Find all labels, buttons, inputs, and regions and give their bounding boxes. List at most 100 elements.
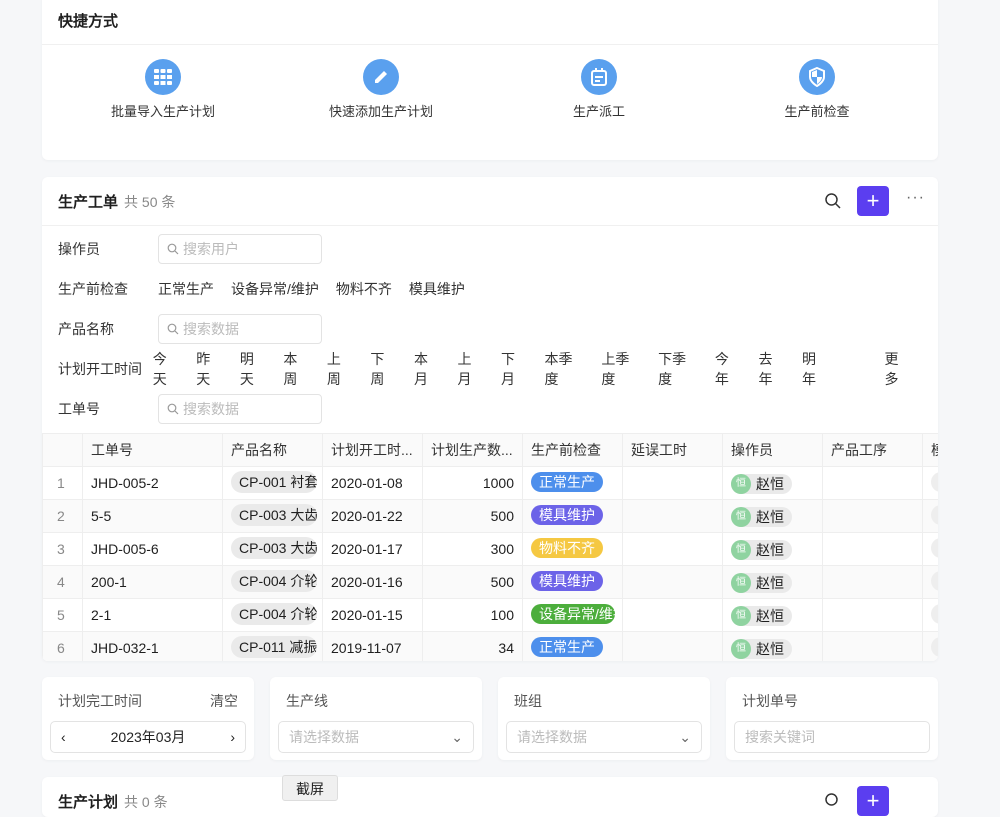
time-option[interactable]: 昨天 xyxy=(196,351,211,387)
production-line-select[interactable]: 请选择数据 ⌄ xyxy=(278,721,474,753)
column-header[interactable]: 计划生产数... xyxy=(422,433,523,467)
time-option[interactable]: 下季度 xyxy=(658,351,687,387)
product-search-input[interactable]: 搜索数据 xyxy=(158,314,322,344)
column-header[interactable]: 延误工时 xyxy=(622,433,723,467)
table-row[interactable]: 2 5-5 CP-003 大齿轮 2020-01-22 500 模具维护 恒赵恒 xyxy=(42,499,938,533)
column-header[interactable]: 生产前检查 xyxy=(522,433,623,467)
order-search-input[interactable]: 搜索数据 xyxy=(158,394,322,424)
operator-search-input[interactable]: 搜索用户 xyxy=(158,234,322,264)
time-option[interactable]: 去年 xyxy=(758,351,773,387)
search-icon xyxy=(167,323,179,335)
avatar: 恒 xyxy=(731,605,751,626)
plan-no-card: 计划单号 搜索关键词 xyxy=(726,677,938,760)
check-status-badge: 模具维护 xyxy=(531,570,603,591)
operator-cell: 恒赵恒 xyxy=(722,499,823,533)
product-cell: CP-004 介轮 xyxy=(222,565,323,599)
clear-button[interactable]: 清空 xyxy=(210,693,238,709)
operator-name: 赵恒 xyxy=(756,541,784,558)
more-icon[interactable]: ··· xyxy=(906,189,925,206)
operator-tag: 恒赵恒 xyxy=(731,506,792,527)
check-option[interactable]: 物料不齐 xyxy=(335,281,392,297)
filter-product: 产品名称 搜索数据 xyxy=(58,314,322,344)
quick-dispatch[interactable]: 生产派工 xyxy=(499,59,699,120)
time-option[interactable]: 本月 xyxy=(413,351,428,387)
time-option[interactable]: 下月 xyxy=(501,351,515,387)
time-option[interactable]: 上月 xyxy=(457,351,472,387)
process-cell xyxy=(822,466,923,500)
order-no: 200-1 xyxy=(82,565,223,599)
check-option[interactable]: 模具维护 xyxy=(408,281,465,297)
delay-hours xyxy=(622,565,723,599)
process-cell xyxy=(822,565,923,599)
time-option[interactable]: 下周 xyxy=(370,351,385,387)
table-row[interactable]: 3 JHD-005-6 CP-003 大齿轮 2020-01-17 300 物料… xyxy=(42,532,938,566)
operator-cell: 恒赵恒 xyxy=(722,598,823,632)
quick-add-plan[interactable]: 快速添加生产计划 xyxy=(281,59,481,120)
operator-cell: 恒赵恒 xyxy=(722,631,823,661)
column-header[interactable]: 产品工序 xyxy=(822,433,923,467)
tag-placeholder xyxy=(931,603,938,624)
check-option[interactable]: 设备异常/维护 xyxy=(231,281,319,297)
table-row[interactable]: 1 JHD-005-2 CP-001 衬套 2020-01-08 1000 正常… xyxy=(42,466,938,500)
order-no: JHD-005-2 xyxy=(82,466,223,500)
time-option[interactable]: 明年 xyxy=(801,351,816,387)
process-cell xyxy=(822,532,923,566)
check-cell: 模具维护 xyxy=(522,499,623,533)
operator-tag: 恒赵恒 xyxy=(731,605,792,626)
chevron-left-icon[interactable]: ‹ xyxy=(61,729,66,745)
plan-no-input[interactable]: 搜索关键词 xyxy=(734,721,930,753)
month-value: 2023年03月 xyxy=(110,729,186,745)
filter-label: 产品名称 xyxy=(58,321,114,337)
table-row[interactable]: 4 200-1 CP-004 介轮 2020-01-16 500 模具维护 恒赵… xyxy=(42,565,938,599)
time-option[interactable]: 明天 xyxy=(239,351,254,387)
search-icon[interactable] xyxy=(824,192,842,210)
team-select[interactable]: 请选择数据 ⌄ xyxy=(506,721,702,753)
finish-time-card: 计划完工时间 清空 ‹ 2023年03月 › xyxy=(42,677,254,760)
check-option[interactable]: 正常生产 xyxy=(158,281,214,297)
time-option[interactable]: 本周 xyxy=(283,351,298,387)
more-time-options[interactable]: 更多 xyxy=(884,351,899,387)
delay-hours xyxy=(622,499,723,533)
time-option[interactable]: 上周 xyxy=(326,351,341,387)
plan-no-label: 计划单号 xyxy=(742,693,798,709)
avatar: 恒 xyxy=(731,473,751,494)
plan-count: 共 0 条 xyxy=(124,794,168,810)
search-icon xyxy=(167,403,179,415)
time-option[interactable]: 今年 xyxy=(714,351,729,387)
column-header[interactable]: 工单号 xyxy=(82,433,223,467)
order-no: 2-1 xyxy=(82,598,223,632)
quick-import-plan[interactable]: 批量导入生产计划 xyxy=(63,59,263,120)
add-plan-button[interactable]: + xyxy=(857,786,889,816)
search-icon[interactable] xyxy=(824,792,842,810)
chevron-right-icon[interactable]: › xyxy=(230,729,235,745)
delay-hours xyxy=(622,466,723,500)
time-option[interactable]: 上季度 xyxy=(601,351,630,387)
table-row[interactable]: 6 JHD-032-1 CP-011 减振 2019-11-07 34 正常生产… xyxy=(42,631,938,661)
placeholder: 搜索数据 xyxy=(183,321,239,337)
tag-placeholder xyxy=(931,471,938,492)
extra-cell xyxy=(922,565,938,599)
start-date: 2020-01-15 xyxy=(322,598,423,632)
operator-cell: 恒赵恒 xyxy=(722,565,823,599)
add-order-button[interactable]: + xyxy=(857,186,889,216)
column-header[interactable]: 模 xyxy=(922,433,938,467)
quick-precheck[interactable]: 生产前检查 xyxy=(717,59,917,120)
production-line-label: 生产线 xyxy=(286,693,328,709)
row-index: 6 xyxy=(42,631,83,661)
column-header[interactable]: 产品名称 xyxy=(222,433,323,467)
operator-cell: 恒赵恒 xyxy=(722,466,823,500)
table-row[interactable]: 5 2-1 CP-004 介轮 2020-01-15 100 设备异常/维护 恒… xyxy=(42,598,938,632)
product-tag: CP-003 大齿轮 xyxy=(231,503,317,526)
column-header[interactable]: 操作员 xyxy=(722,433,823,467)
time-option[interactable]: 今天 xyxy=(152,351,167,387)
column-header[interactable] xyxy=(42,433,83,467)
column-header[interactable]: 计划开工时... xyxy=(322,433,423,467)
delay-hours xyxy=(622,631,723,661)
operator-tag: 恒赵恒 xyxy=(731,473,792,494)
plan-title: 生产计划 xyxy=(58,794,119,811)
operator-name: 赵恒 xyxy=(756,574,784,591)
check-status-badge: 设备异常/维护 xyxy=(531,603,615,624)
time-option[interactable]: 本季度 xyxy=(544,351,573,387)
chevron-down-icon: ⌄ xyxy=(451,728,463,745)
